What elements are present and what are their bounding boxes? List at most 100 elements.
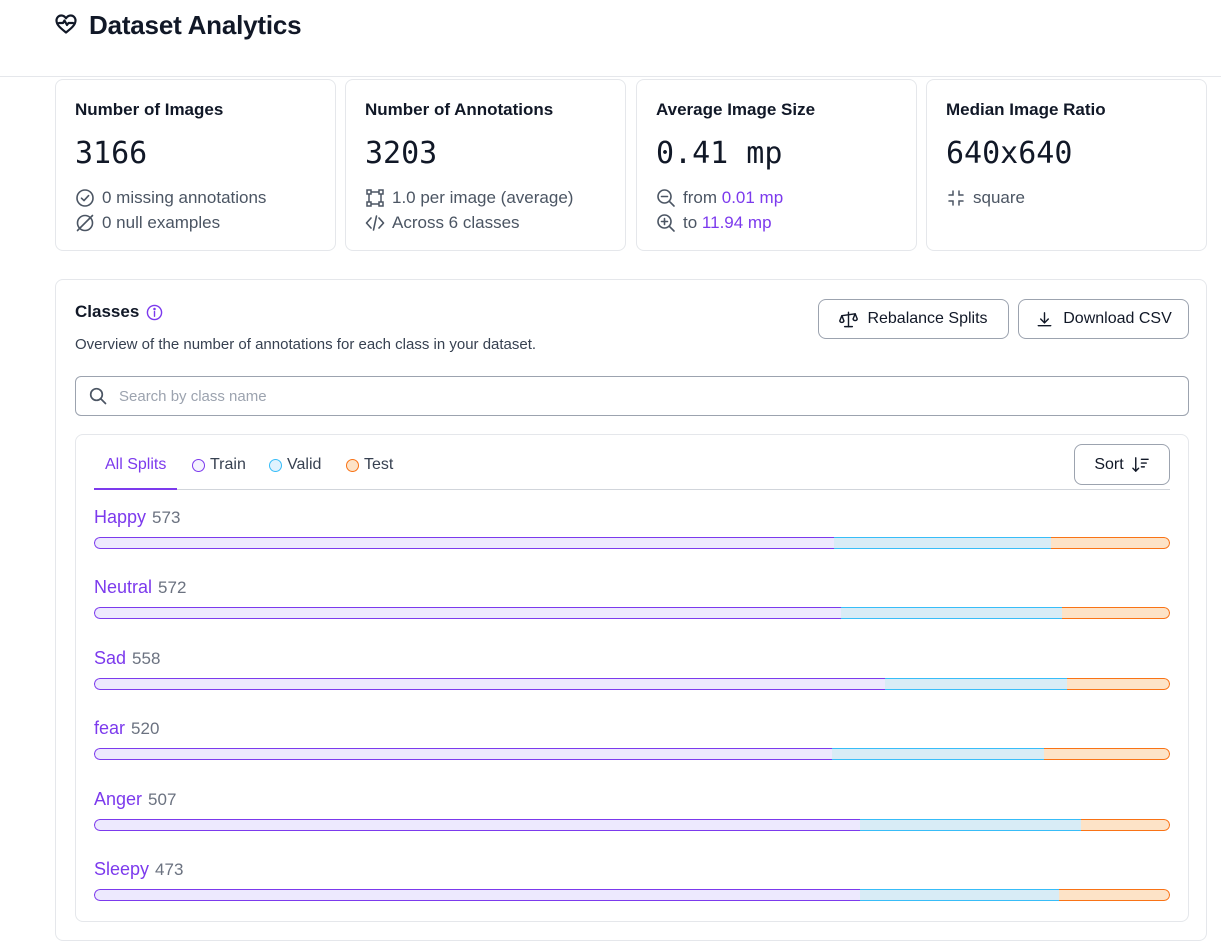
train-segment: [94, 677, 885, 690]
class-name-text: Happy: [94, 507, 147, 527]
check-circle-icon: [75, 188, 95, 208]
tab-train[interactable]: Train: [192, 456, 246, 474]
min-size-prefix: from: [683, 188, 717, 207]
sort-descending-icon: [1131, 457, 1149, 472]
images-card-title: Number of Images: [75, 100, 224, 119]
tab-train-label: Train: [210, 456, 246, 473]
valid-segment: [834, 537, 1051, 549]
class-name[interactable]: Happy 573: [94, 507, 180, 528]
valid-segment: [860, 888, 1060, 901]
zoom-out-icon: [656, 188, 676, 208]
class-name[interactable]: fear 520: [94, 718, 159, 739]
class-search-input[interactable]: [117, 386, 1117, 406]
null-examples-line: 0 null examples: [75, 213, 220, 233]
missing-annotations-line: 0 missing annotations: [75, 188, 266, 208]
test-segment: [1066, 677, 1170, 690]
class-row[interactable]: Sad 558: [94, 648, 1170, 718]
valid-dot-icon: [269, 458, 282, 472]
train-segment: [94, 818, 861, 831]
code-icon: [365, 213, 385, 233]
class-name[interactable]: Sad 558: [94, 648, 160, 669]
train-segment: [94, 607, 841, 620]
per-image-text: 1.0 per image (average): [392, 188, 574, 207]
tab-test[interactable]: Test: [346, 456, 393, 474]
classes-title-text: Classes: [75, 302, 140, 321]
classes-count-line: Across 6 classes: [365, 213, 520, 233]
split-distribution-bar: [94, 888, 1170, 901]
aspect-text: square: [973, 188, 1025, 207]
image-size-card-value: 0.41 mp: [656, 136, 783, 171]
search-icon: [89, 387, 107, 405]
info-icon[interactable]: [146, 304, 163, 321]
class-search-box[interactable]: [75, 376, 1189, 416]
rebalance-splits-button[interactable]: Rebalance Splits: [818, 299, 1009, 339]
class-name[interactable]: Sleepy 473: [94, 859, 183, 880]
bounding-box-icon: [365, 188, 385, 208]
class-count: 507: [148, 789, 177, 809]
classes-title: Classes: [75, 302, 163, 322]
class-count: 558: [132, 648, 161, 668]
class-count: 573: [152, 508, 181, 527]
test-segment: [1050, 537, 1170, 549]
test-segment: [1059, 888, 1170, 901]
class-name-text: fear: [94, 718, 126, 739]
split-distribution-bar: [94, 537, 1170, 549]
split-distribution-bar: [94, 748, 1170, 761]
tab-valid-label: Valid: [287, 456, 322, 473]
download-icon: [1037, 311, 1052, 326]
download-csv-label: Download CSV: [1063, 310, 1172, 327]
class-name-text: Anger: [94, 788, 143, 809]
valid-segment: [840, 607, 1063, 620]
valid-segment: [860, 818, 1081, 831]
class-name-text: Neutral: [94, 577, 153, 598]
page-title: Dataset Analytics: [89, 10, 302, 40]
train-segment: [94, 748, 833, 761]
max-size-prefix: to: [683, 213, 698, 232]
annotations-card-value: 3203: [365, 136, 438, 171]
min-size-line: from 0.01 mp: [656, 188, 783, 208]
image-ratio-card-value: 640x640: [946, 136, 1073, 171]
zoom-in-icon: [656, 213, 676, 233]
tab-all-splits-label: All Splits: [105, 456, 167, 473]
test-segment: [1044, 748, 1170, 761]
max-size-line: to 11.94 mp: [656, 213, 772, 233]
class-name-text: Sad: [94, 647, 127, 668]
class-count: 473: [155, 859, 184, 879]
per-image-line: 1.0 per image (average): [365, 188, 573, 208]
test-segment: [1062, 607, 1170, 620]
null-examples-text: 0 null examples: [102, 213, 221, 232]
tab-all-splits[interactable]: All Splits: [94, 456, 178, 490]
split-distribution-bar: [94, 607, 1170, 620]
train-dot-icon: [192, 458, 205, 472]
class-row[interactable]: Neutral 572: [94, 577, 1170, 647]
class-row[interactable]: fear 520: [94, 718, 1170, 788]
test-dot-icon: [346, 458, 359, 472]
class-name[interactable]: Neutral 572: [94, 577, 186, 598]
classes-panel: Classes Overview of the number of annota…: [55, 279, 1207, 941]
class-name[interactable]: Anger 507: [94, 789, 176, 810]
class-count: 520: [131, 719, 160, 739]
class-list: Happy 573 Neutral 572 Sad 558 fear 520 Anger 507 S…: [94, 507, 1170, 929]
min-size-value: 0.01 mp: [721, 188, 784, 207]
sort-button[interactable]: Sort: [1074, 444, 1170, 485]
class-row[interactable]: Happy 573: [94, 507, 1170, 577]
download-csv-button[interactable]: Download CSV: [1018, 299, 1189, 339]
split-distribution-bar: [94, 677, 1170, 690]
class-row[interactable]: Anger 507: [94, 789, 1170, 859]
class-row[interactable]: Sleepy 473: [94, 859, 1170, 929]
rebalance-splits-label: Rebalance Splits: [867, 310, 988, 327]
max-size-value: 11.94 mp: [701, 213, 772, 232]
heart-pulse-icon: [55, 14, 77, 34]
minimize-icon: [946, 188, 966, 208]
missing-annotations-text: 0 missing annotations: [102, 188, 267, 207]
class-name-text: Sleepy: [94, 858, 150, 879]
valid-segment: [884, 677, 1067, 690]
tab-valid[interactable]: Valid: [269, 456, 321, 474]
aspect-line: square: [946, 188, 1025, 208]
split-distribution-bar: [94, 818, 1170, 831]
annotations-card: Number of Annotations 3203 1.0 per image…: [345, 79, 626, 251]
images-card-value: 3166: [75, 136, 148, 171]
image-ratio-card: Median Image Ratio 640x640 square: [926, 79, 1207, 251]
page-header: Dataset Analytics: [0, 0, 1221, 77]
test-segment: [1080, 818, 1170, 831]
